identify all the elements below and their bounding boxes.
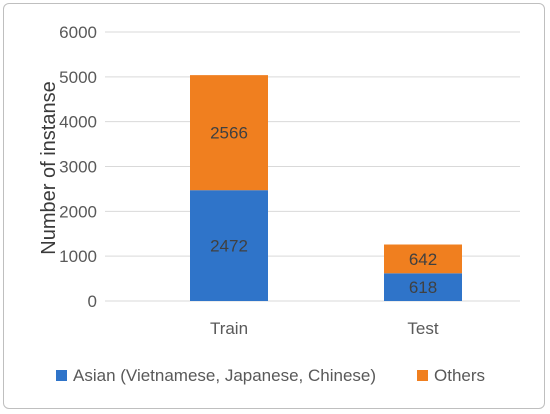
y-axis-label: Number of instanse bbox=[38, 81, 60, 254]
y-tick-label-2000: 2000 bbox=[59, 202, 97, 221]
data-labels: 2472 2566 618 642 bbox=[210, 124, 437, 297]
legend-swatch-asian bbox=[56, 370, 67, 381]
data-label-train-others: 2566 bbox=[210, 124, 248, 143]
data-label-test-others: 642 bbox=[409, 250, 437, 269]
y-tick-labels: 0 1000 2000 3000 4000 5000 6000 bbox=[59, 23, 97, 311]
x-tick-label-test: Test bbox=[407, 319, 438, 338]
data-label-test-asian: 618 bbox=[409, 278, 437, 297]
bar-test-asian bbox=[384, 273, 462, 301]
data-label-train-asian: 2472 bbox=[210, 237, 248, 256]
bar-train-asian bbox=[190, 190, 268, 301]
x-tick-label-train: Train bbox=[210, 319, 248, 338]
legend-swatch-others bbox=[417, 370, 428, 381]
y-tick-label-5000: 5000 bbox=[59, 68, 97, 87]
bars bbox=[190, 75, 462, 301]
y-tick-label-0: 0 bbox=[88, 292, 97, 311]
chart-frame bbox=[3, 3, 545, 409]
bar-train-others bbox=[190, 75, 268, 191]
y-tick-label-4000: 4000 bbox=[59, 113, 97, 132]
bar-test-others bbox=[384, 244, 462, 274]
legend: Asian (Vietnamese, Japanese, Chinese) Oth… bbox=[56, 366, 485, 385]
y-tick-label-6000: 6000 bbox=[59, 23, 97, 42]
x-tick-labels: Train Test bbox=[210, 319, 439, 338]
legend-label-asian: Asian (Vietnamese, Japanese, Chinese) bbox=[73, 366, 376, 385]
y-tick-label-3000: 3000 bbox=[59, 158, 97, 177]
y-tick-label-1000: 1000 bbox=[59, 247, 97, 266]
legend-label-others: Others bbox=[434, 366, 485, 385]
